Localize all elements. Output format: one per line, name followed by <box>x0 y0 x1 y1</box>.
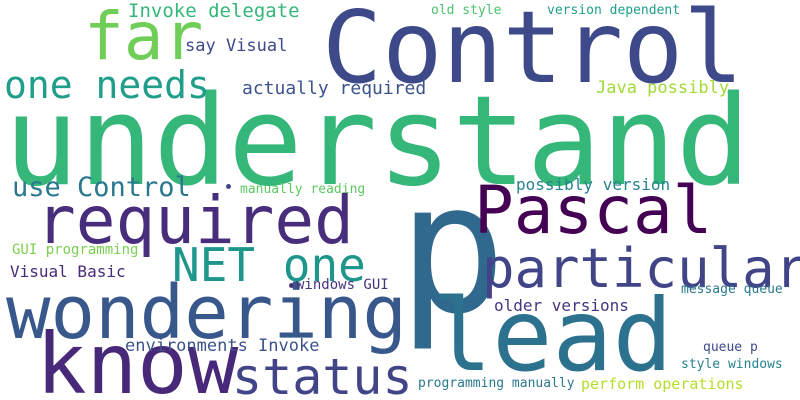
word-old-style: old style <box>431 3 502 18</box>
word-manually-reading: manually reading <box>240 182 366 197</box>
word-version-dependent: version dependent <box>547 3 681 18</box>
word-particular: particular <box>482 237 800 300</box>
dot-mark <box>289 283 294 288</box>
word-p: p <box>398 145 507 354</box>
word-actually-required: actually required <box>242 78 427 99</box>
word-queue-p: queue p <box>703 340 758 355</box>
word-far: far <box>84 0 204 75</box>
word-possibly-version: possibly version <box>516 175 671 194</box>
word-older-versions: older versions <box>494 296 629 315</box>
word-invoke-delegate: Invoke delegate <box>128 0 300 22</box>
word-java-possibly: Java possibly <box>596 78 730 98</box>
word-control: Control <box>322 0 744 106</box>
word-required: required <box>36 182 354 259</box>
word-use-control: use Control <box>12 172 191 203</box>
word-net-one: NET one <box>172 238 366 292</box>
word-perform-operations: perform operations <box>581 375 744 393</box>
word-say-visual: say Visual <box>185 36 288 56</box>
word-status: status <box>232 348 413 400</box>
word-know: know <box>36 315 239 400</box>
word-lead: lead <box>432 277 673 394</box>
word-windows-gui: windows GUI <box>296 277 389 293</box>
word-wondering: wondering <box>6 270 407 356</box>
word-style-windows: style windows <box>681 357 783 372</box>
word-message-queue: message queue <box>681 282 783 297</box>
word-programming-manually: programming manually <box>418 376 575 391</box>
word-gui-programming: GUI programming <box>12 242 139 258</box>
word-understand: understand <box>4 70 751 214</box>
word-one-needs: one needs <box>4 63 210 107</box>
dot-mark <box>226 184 231 189</box>
word-pascal: Pascal <box>474 172 713 249</box>
word-visual-basic: Visual Basic <box>10 262 126 281</box>
word-environments-invoke: environments Invoke <box>125 336 320 356</box>
